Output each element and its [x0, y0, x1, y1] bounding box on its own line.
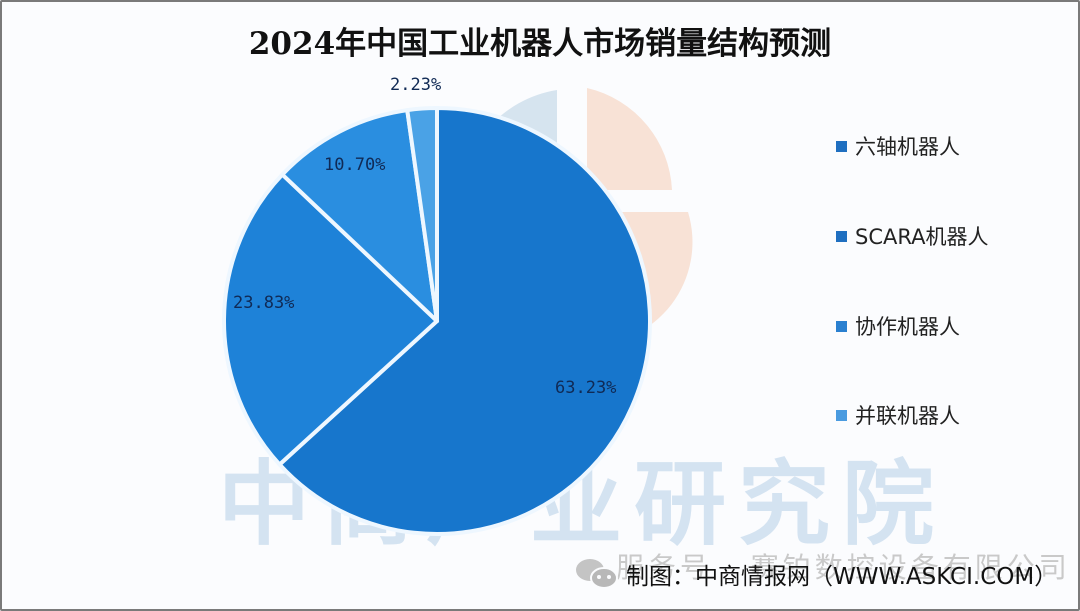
data-label-collab: 10.70% — [324, 155, 386, 175]
footer: 制图：中商情报网（WWW.ASKCI.COM） — [574, 556, 1057, 592]
logo-quarter-peach-top — [587, 88, 672, 190]
legend-swatch-icon — [836, 409, 847, 421]
legend-swatch-icon — [836, 140, 847, 152]
pie-slice-0 — [277, 106, 652, 536]
pie-slice-1 — [222, 172, 439, 467]
pie-slice-2 — [280, 108, 439, 323]
legend-label: 并联机器人 — [855, 404, 960, 428]
legend-swatch-icon — [836, 230, 847, 242]
data-label-scara: 23.83% — [233, 293, 295, 313]
legend-label: SCARA机器人 — [855, 225, 989, 249]
service-account-watermark: 服务号 · 赛铂数控设备有限公司 — [616, 551, 1071, 584]
wechat-icon — [574, 556, 620, 592]
source-credit: 制图：中商情报网（WWW.ASKCI.COM） — [626, 564, 1058, 590]
pie-slice-3 — [405, 106, 439, 323]
data-label-parallel: 2.23% — [390, 75, 442, 95]
legend-label: 协作机器人 — [855, 315, 960, 339]
legend-label: 六轴机器人 — [855, 135, 960, 159]
legend-item-parallel: 并联机器人 — [836, 400, 960, 430]
legend-swatch-icon — [836, 320, 847, 332]
legend-item-scara: SCARA机器人 — [836, 221, 988, 251]
legend-item-collab: 协作机器人 — [836, 311, 960, 341]
data-label-six-axis: 63.23% — [555, 378, 617, 398]
legend-item-six-axis: 六轴机器人 — [836, 131, 960, 161]
pie-slices — [222, 106, 652, 536]
chart-title: 2024年中国工业机器人市场销量结构预测 — [248, 26, 832, 62]
